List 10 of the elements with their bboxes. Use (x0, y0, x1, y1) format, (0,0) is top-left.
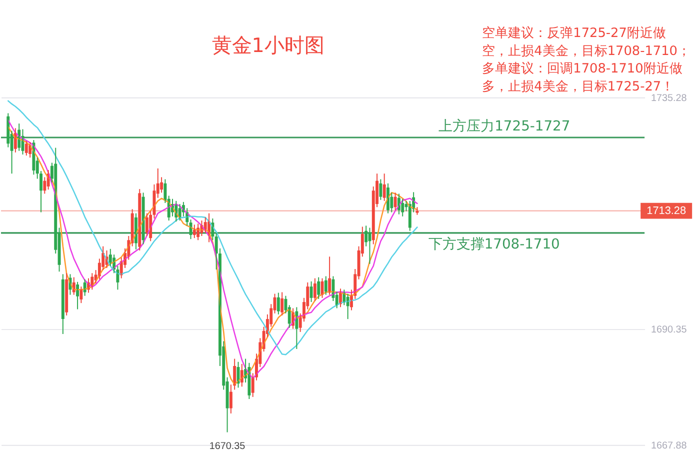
y-tick-label: 1667.88 (650, 440, 688, 452)
ref-line-label: 1713.28 (646, 204, 686, 217)
text: 空单建议：反弹1725-27附近做空，止损4美金，目标1708-1710；多单建议：回调1708-1710附近做多，止损4美金，目标1725-27！ (482, 26, 690, 94)
y-tick-label: 1690.35 (650, 324, 688, 336)
ref-line-label: 下方支撑1708-1710 (428, 236, 560, 253)
annotation: 1670.35 (209, 441, 246, 452)
y-tick-label: 1735.28 (650, 92, 688, 104)
line-series (7, 100, 418, 356)
ref-line-label: 上方压力1725-1727 (438, 118, 570, 135)
text: 黄金1小时图 (212, 34, 324, 57)
